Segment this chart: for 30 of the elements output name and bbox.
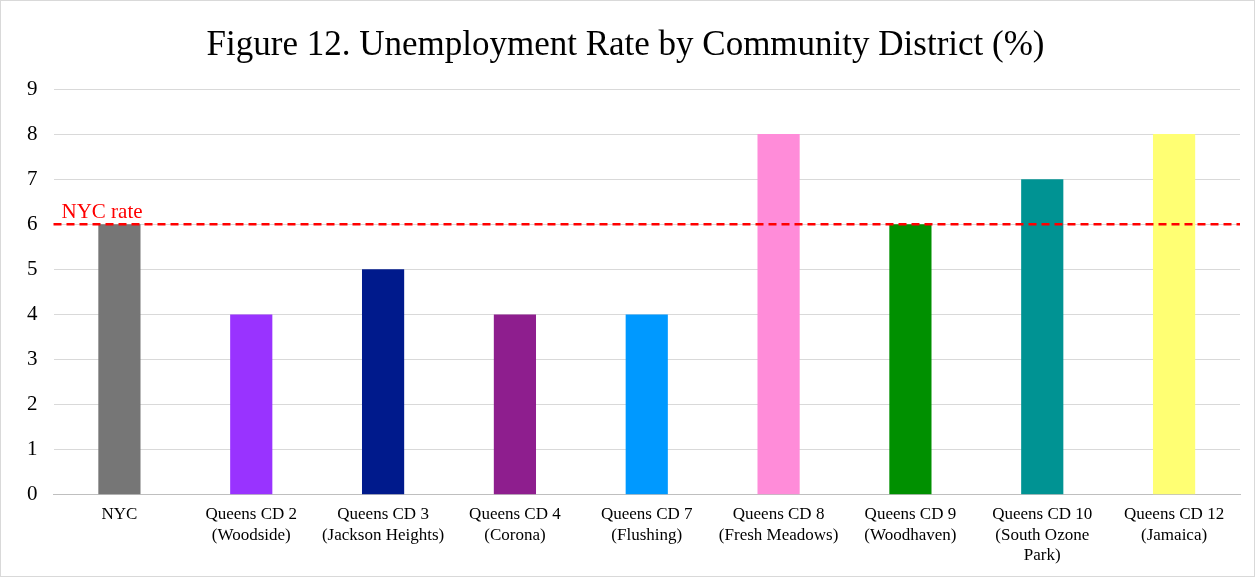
x-tick-label: Queens CD 10 (South Ozone Park)	[992, 504, 1093, 565]
bar	[230, 314, 273, 495]
bar	[757, 134, 800, 495]
ref-line-label: NYC rate	[61, 199, 143, 224]
y-tick-label: 5	[27, 255, 38, 280]
x-tick-label: NYC	[101, 504, 138, 524]
y-tick-label: 7	[27, 165, 38, 190]
y-tick-label: 6	[27, 210, 38, 235]
x-tick-label: Queens CD 3 (Jackson Heights)	[321, 504, 445, 544]
bar	[889, 224, 932, 495]
x-tick-label: Queens CD 12 (Jamaica)	[1124, 504, 1225, 544]
bar	[493, 314, 537, 495]
x-tick-label: Queens CD 2 (Woodside)	[205, 504, 298, 544]
bar	[1152, 134, 1196, 495]
x-tick-label: Queens CD 4 (Corona)	[469, 504, 562, 544]
y-tick-label: 2	[27, 391, 38, 416]
bar	[625, 314, 668, 495]
x-tick-label: Queens CD 9 (Woodhaven)	[864, 504, 957, 544]
bar	[1021, 179, 1064, 495]
y-tick-label: 4	[27, 300, 38, 325]
y-tick-label: 8	[27, 120, 38, 145]
x-tick-label: Queens CD 8 (Fresh Meadows)	[718, 504, 839, 544]
y-tick-label: 9	[27, 75, 38, 100]
y-tick-label: 3	[27, 346, 38, 371]
bar	[98, 224, 141, 495]
bar	[361, 269, 405, 495]
y-tick-label: 1	[27, 436, 38, 461]
chart-title: Figure 12. Unemployment Rate by Community District (%)	[206, 24, 1045, 64]
x-tick-label: Queens CD 7 (Flushing)	[600, 504, 694, 544]
y-tick-label: 0	[27, 481, 38, 506]
